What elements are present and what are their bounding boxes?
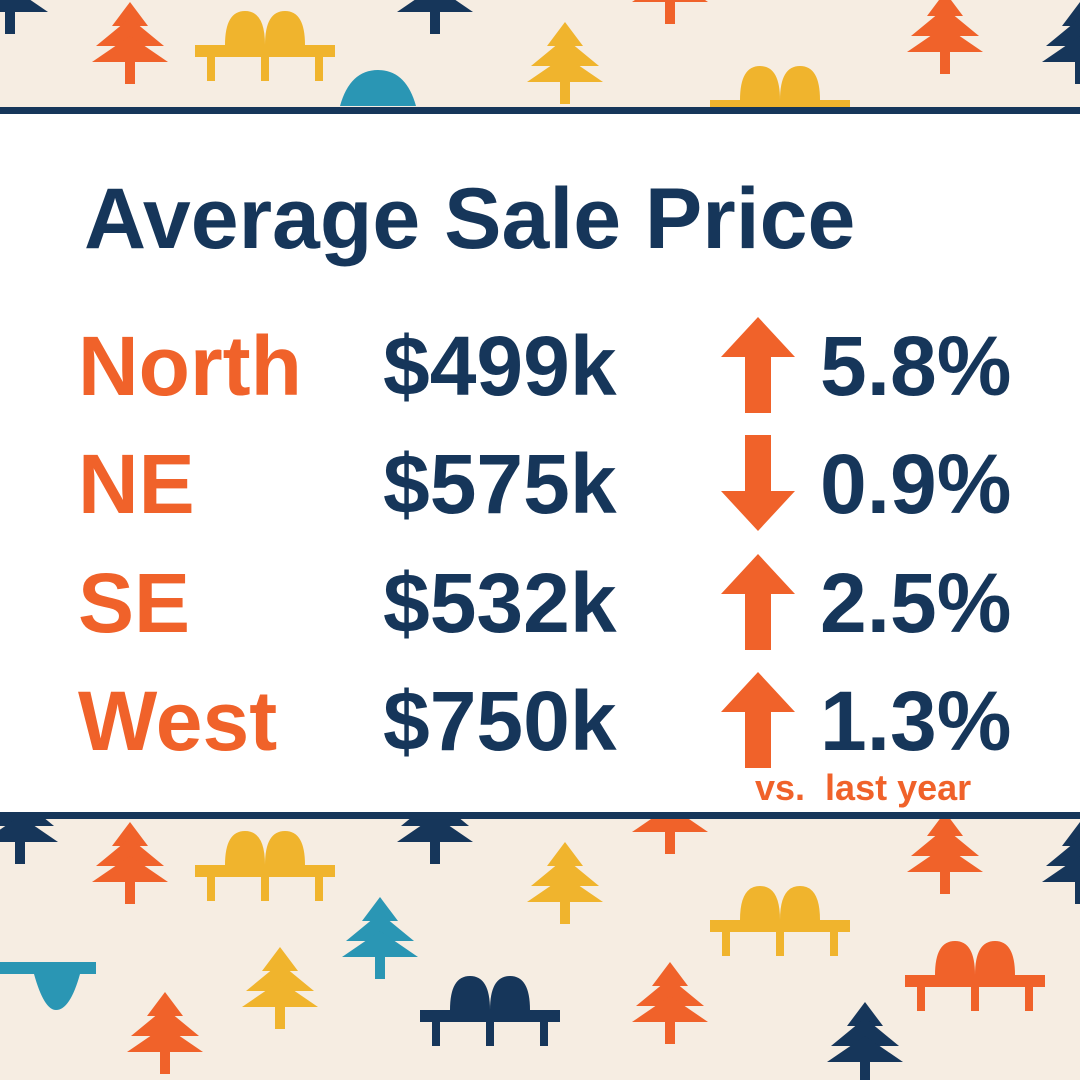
divider-bottom: [0, 812, 1080, 819]
price: $575k: [383, 437, 617, 531]
divider-top: [0, 107, 1080, 114]
arrow-up: [721, 554, 795, 650]
region: North: [78, 319, 302, 413]
price: $532k: [383, 556, 617, 650]
price: $499k: [383, 319, 617, 413]
row: North $499k 5.8%: [78, 317, 1011, 413]
arrow-down: [721, 435, 795, 531]
row: West $750k 1.3%: [78, 672, 1011, 768]
arrow-up: [721, 672, 795, 768]
change: 0.9%: [820, 437, 1011, 531]
row: NE $575k 0.9%: [78, 435, 1011, 531]
arrow-up: [721, 317, 795, 413]
change: 2.5%: [820, 556, 1011, 650]
pattern-bottom: [0, 772, 1080, 1084]
price: $750k: [383, 674, 617, 768]
region: West: [78, 674, 277, 768]
region: SE: [78, 556, 190, 650]
rows: North $499k 5.8% NE $575k 0.9% SE $532k 2.5% West…: [78, 317, 1011, 768]
row: SE $532k 2.5%: [78, 554, 1011, 650]
content-panel: [0, 107, 1080, 817]
title: Average Sale Price: [84, 171, 855, 267]
change: 5.8%: [820, 319, 1011, 413]
pattern-top: [0, 0, 1080, 136]
change: 1.3%: [820, 674, 1011, 768]
footnote: vs. last year: [755, 767, 971, 808]
region: NE: [78, 437, 195, 531]
